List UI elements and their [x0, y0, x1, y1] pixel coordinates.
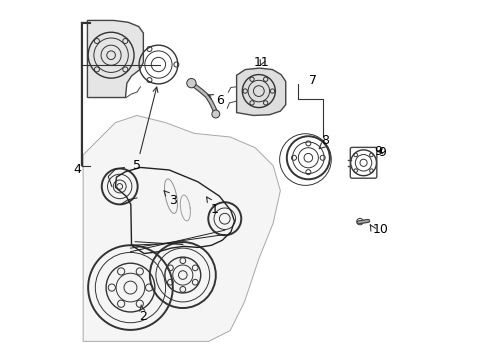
- Text: 4: 4: [74, 163, 81, 176]
- Text: 8: 8: [321, 134, 328, 147]
- Text: 9: 9: [377, 145, 385, 158]
- Polygon shape: [83, 116, 280, 341]
- Text: 9: 9: [373, 145, 382, 158]
- Polygon shape: [236, 68, 285, 116]
- Text: 10: 10: [372, 223, 388, 236]
- Text: 6: 6: [207, 94, 224, 107]
- Text: 3: 3: [164, 191, 177, 207]
- Circle shape: [211, 110, 219, 118]
- Text: 2: 2: [139, 305, 147, 324]
- Circle shape: [186, 78, 196, 88]
- Text: 1: 1: [206, 197, 219, 216]
- Polygon shape: [87, 21, 143, 98]
- Text: 7: 7: [308, 74, 316, 87]
- Text: 5: 5: [133, 87, 158, 172]
- Text: 11: 11: [253, 56, 269, 69]
